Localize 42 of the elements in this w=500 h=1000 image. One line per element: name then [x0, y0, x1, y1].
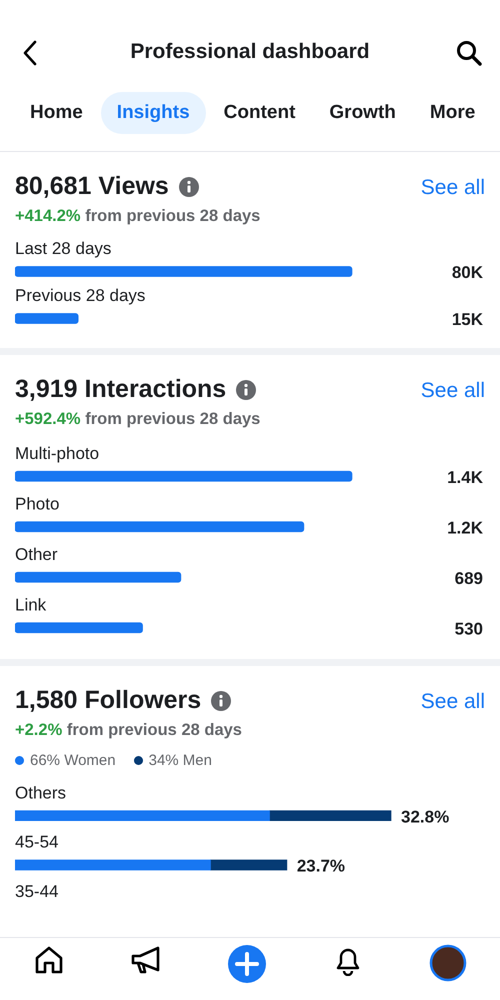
- bar: [15, 860, 211, 870]
- chart-subtitle: +592.4% from previous 28 days: [15, 410, 262, 429]
- y-tick-label: Multi-photo: [15, 444, 100, 463]
- text: Content: [222, 101, 296, 125]
- chart-subtitle: +414.2% from previous 28 days: [15, 207, 262, 226]
- text: Insights: [100, 92, 206, 134]
- data-label: 1.2K: [447, 518, 484, 538]
- text: See all: [420, 379, 485, 403]
- data-label: 689: [454, 568, 483, 588]
- chart-title: 1,580 Followers: [15, 686, 202, 715]
- data-label: 15K: [452, 310, 484, 330]
- bar: [15, 521, 304, 532]
- data-label: 80K: [452, 263, 484, 282]
- text: See all: [420, 176, 485, 200]
- text: Growth: [328, 101, 397, 125]
- chart-subtitle: +2.2% from previous 28 days: [15, 721, 243, 740]
- legend-label: 34% Men: [148, 752, 212, 769]
- text: Professional dashboard: [129, 40, 371, 64]
- bar: [15, 572, 182, 583]
- bar: [15, 810, 270, 821]
- text: See all: [420, 690, 485, 714]
- annotation: 23.7%: [296, 856, 346, 876]
- chart-title: 80,681 Views: [15, 172, 169, 201]
- y-tick-label: Link: [15, 595, 47, 614]
- y-tick-label: Other: [15, 544, 58, 564]
- chart-title: 3,919 Interactions: [15, 375, 226, 404]
- data-label: 530: [454, 619, 483, 638]
- y-tick-label: Last 28 days: [15, 239, 112, 258]
- data-label: 1.4K: [447, 468, 484, 487]
- text: More: [428, 101, 476, 125]
- annotation: 32.8%: [401, 807, 450, 826]
- y-tick-label: 45-54: [15, 832, 58, 852]
- y-tick-label: Previous 28 days: [15, 286, 146, 306]
- bar: [15, 622, 143, 634]
- text: Home: [29, 101, 84, 125]
- y-tick-label: Photo: [15, 494, 60, 514]
- bar: [210, 860, 288, 870]
- y-tick-label: 35-44: [15, 882, 58, 902]
- bar: [269, 810, 392, 821]
- legend-label: 66% Women: [29, 752, 116, 769]
- bar: [15, 470, 352, 482]
- y-tick-label: Others: [15, 783, 66, 802]
